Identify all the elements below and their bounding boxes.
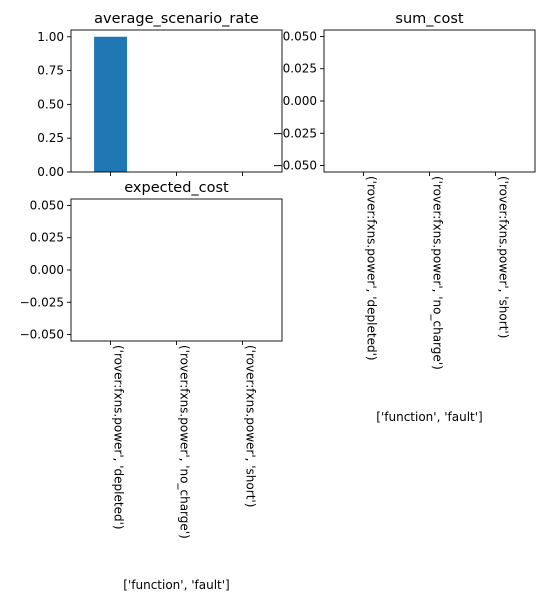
subplot-average-scenario-rate: 0.00 0.25 0.50 0.75 1.00 average_scenario_rat… [37, 11, 283, 179]
y-tick-label: 0.050 [283, 29, 317, 43]
y-tick-label: 1.00 [37, 30, 64, 44]
y-tick-label: 0.000 [30, 263, 64, 277]
y-tick-label: −0.050 [273, 159, 317, 173]
subplot-title: average_scenario_rate [94, 11, 259, 27]
subplot-title: sum_cost [395, 11, 464, 27]
axes-frame [323, 29, 536, 173]
x-axis-label: ['function', 'fault'] [376, 410, 482, 424]
axes-frame [70, 198, 283, 342]
y-tick-label: −0.025 [273, 126, 317, 140]
y-tick-label: 0.000 [283, 94, 317, 108]
x-tick-label: ('rover:fxns.power', 'depleted') [112, 345, 126, 530]
y-tick-label: −0.050 [20, 328, 64, 342]
subplot-title: expected_cost [124, 180, 229, 196]
y-tick-label: 0.050 [30, 198, 64, 212]
y-tick-label: 0.025 [30, 231, 64, 245]
y-tick-label: −0.025 [20, 295, 64, 309]
y-tick-label: 0.50 [37, 97, 64, 111]
y-tick-label: 0.75 [37, 64, 64, 78]
x-tick-label: ('rover:fxns.power', 'no_charge') [431, 176, 445, 370]
x-tick-label: ('rover:fxns.power', 'no_charge') [178, 345, 192, 539]
bar-0 [94, 36, 128, 173]
subplot-expected-cost: −0.050 −0.025 0.000 0.025 0.050 ('rover:fxns.… [20, 180, 283, 592]
x-tick-label: ('rover:fxns.power', 'short') [496, 176, 510, 338]
y-tick-label: 0.025 [283, 62, 317, 76]
x-tick-label: ('rover:fxns.power', 'short') [243, 345, 257, 507]
x-axis-label: ['function', 'fault'] [123, 578, 229, 592]
x-tick-label: ('rover:fxns.power', 'depleted') [365, 176, 379, 361]
subplot-sum-cost: −0.050 −0.025 0.000 0.025 0.050 ('rover:fxns.… [273, 11, 536, 424]
y-tick-label: 0.00 [37, 165, 64, 179]
y-tick-label: 0.25 [37, 131, 64, 145]
